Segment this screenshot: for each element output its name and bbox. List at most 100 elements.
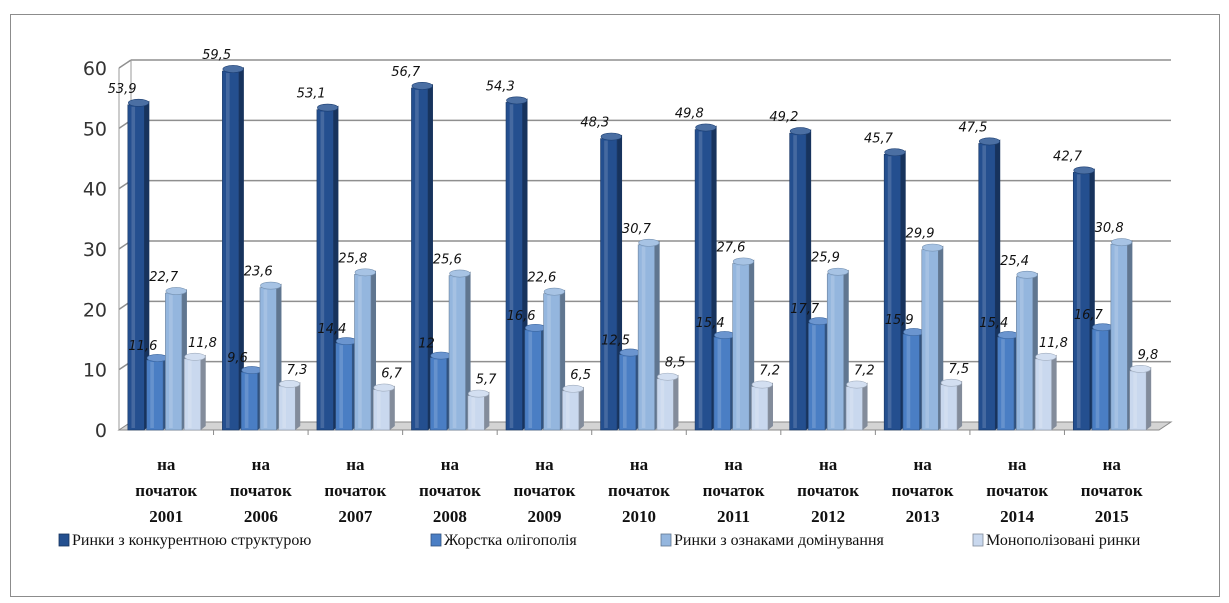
bar-front [240, 371, 258, 431]
bar-front [1091, 328, 1109, 431]
data-label: 7,3 [287, 363, 308, 378]
x-axis: на початок 2001 на початок 2006 на початок 2007 н… [135, 430, 1143, 526]
data-label: 56,7 [391, 65, 421, 80]
data-label: 22,7 [149, 270, 179, 285]
bar-top [317, 103, 339, 112]
bar-front [1034, 358, 1052, 431]
bar-side [144, 100, 150, 430]
data-label: 6,7 [381, 367, 402, 382]
bar [826, 267, 849, 431]
bar-highlight [547, 295, 551, 428]
x-tick-label: початок [1081, 481, 1143, 500]
bar-front [656, 378, 674, 431]
bar [505, 96, 528, 431]
bar-top [525, 323, 547, 332]
bar [751, 380, 773, 431]
bar-highlight [225, 73, 230, 428]
legend-swatch [972, 533, 984, 547]
bar-front [127, 104, 145, 431]
bar-top [921, 243, 944, 252]
data-label: 14,4 [317, 322, 346, 337]
bar-front [1110, 243, 1128, 431]
bar-top [543, 287, 565, 296]
x-tick-label: початок [513, 481, 575, 500]
bar-front [562, 390, 580, 431]
bar-front [222, 70, 240, 431]
bar-side [578, 386, 584, 430]
bar [127, 98, 150, 431]
bar-highlight [282, 387, 287, 428]
bar [165, 287, 187, 431]
bar-front [467, 395, 485, 431]
bar-top [184, 352, 206, 361]
x-tick-label: на [157, 455, 176, 474]
bar-top [278, 380, 301, 388]
bar-side [767, 382, 773, 430]
bar-top [165, 287, 187, 295]
bar [146, 354, 169, 431]
y-tick-label: 0 [95, 420, 107, 442]
bar [543, 287, 566, 431]
bar [732, 257, 755, 431]
data-label: 9,6 [227, 351, 248, 366]
bar [562, 384, 584, 431]
bar [1034, 352, 1057, 431]
bar-front [505, 102, 523, 431]
bar-chart: 0 10 20 30 40 50 60 53,9 11,6 22,7 11,8 59,5 9,6 23,… [58, 48, 1173, 549]
bar-top [732, 257, 754, 266]
data-label: 27,6 [716, 240, 745, 255]
bar [883, 148, 906, 431]
x-tick-label: на [441, 455, 460, 474]
legend-item: Монополізовані ринки [972, 532, 1141, 549]
bar-top [1073, 166, 1095, 175]
x-tick-label: 2012 [811, 507, 845, 526]
bar-top [846, 380, 868, 389]
bar-front [183, 358, 202, 431]
x-tick-label: початок [703, 481, 765, 500]
bar-front [354, 274, 372, 431]
bar-highlight [641, 246, 646, 428]
data-label: 30,8 [1095, 221, 1124, 236]
x-tick-label: на [724, 455, 743, 474]
bar [373, 383, 395, 431]
bar-front [335, 342, 353, 431]
gridline-depth [118, 59, 132, 69]
bar-highlight [528, 331, 533, 428]
x-tick-label: 2001 [149, 507, 183, 526]
bar-front [789, 132, 807, 431]
data-label: 15,9 [885, 313, 914, 328]
data-label: 7,5 [948, 362, 969, 377]
x-tick-label: на [252, 455, 271, 474]
bar [600, 132, 623, 431]
bar-top [128, 98, 150, 107]
legend-label: Ринки з конкурентною структурою [72, 532, 311, 549]
bar-front [146, 359, 164, 431]
bar-highlight [622, 356, 627, 428]
bar-highlight [263, 289, 268, 428]
bar-front [278, 385, 296, 431]
bar-front [165, 292, 183, 431]
bar-highlight [1001, 339, 1005, 428]
bar-front [1016, 276, 1034, 431]
bar-top [354, 268, 376, 277]
x-tick-label: 2013 [906, 507, 940, 526]
bar-highlight [1038, 360, 1043, 428]
bar-highlight [660, 380, 665, 428]
data-label: 8,5 [665, 356, 686, 371]
x-tick-label: 2015 [1095, 507, 1129, 526]
x-tick-label: початок [608, 481, 670, 500]
bar-front [732, 263, 750, 431]
bar [902, 328, 925, 431]
bar-front [373, 389, 391, 431]
bar [448, 269, 471, 431]
bar-highlight [1076, 174, 1081, 428]
bar [222, 65, 244, 431]
bar-highlight [830, 275, 835, 428]
bar-highlight [244, 374, 249, 428]
bar [713, 331, 736, 431]
x-tick-label: початок [324, 481, 386, 500]
x-tick-label: на [630, 455, 649, 474]
data-label: 47,5 [959, 120, 988, 135]
bar-top [449, 269, 471, 278]
x-tick-label: 2011 [717, 507, 750, 526]
